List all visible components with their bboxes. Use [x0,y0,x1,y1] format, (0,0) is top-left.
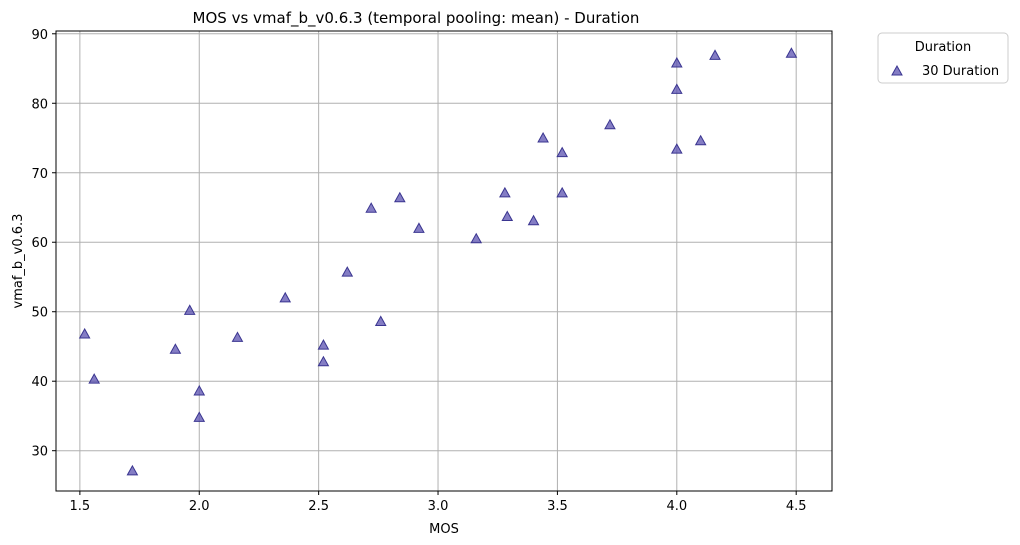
legend-entry-label: 30 Duration [922,64,999,79]
x-tick-label: 3.0 [428,499,449,514]
legend-frame [877,32,1009,84]
data-point [527,214,540,226]
data-point [78,327,91,339]
data-point [670,83,683,94]
x-tick-label: 2.5 [308,499,329,514]
data-point [556,186,569,198]
data-point [374,315,387,326]
data-point [670,56,683,68]
legend-marker-triangle [891,64,903,76]
data-point [413,222,425,233]
legend: Duration 30 Duration [877,32,1009,84]
grid-lines [56,31,832,491]
data-point [499,186,511,198]
data-point [126,464,139,476]
data-point [709,49,721,60]
y-axis-label: vmaf_b_v0.6.3 [11,214,26,309]
x-tick-label: 3.5 [547,499,568,514]
data-point [183,304,196,315]
y-tick-label: 50 [31,306,48,321]
data-point [694,134,707,146]
data-point [341,266,354,277]
data-point [501,210,514,222]
data-points [78,47,798,476]
x-tick-label: 4.5 [786,499,807,514]
y-tick-label: 40 [31,375,48,390]
y-tick-label: 70 [31,167,48,182]
data-point [88,373,101,384]
x-tick-label: 4.0 [666,499,687,514]
plot-frame [55,30,833,492]
data-point [279,291,292,303]
data-point [231,331,244,342]
y-tick-label: 60 [31,236,48,251]
y-axis-ticks: 30 40 50 60 70 80 90 [31,28,56,460]
data-point [670,143,683,154]
data-point [556,146,569,158]
data-point [317,339,330,350]
data-point [470,232,483,244]
data-point [169,343,182,354]
x-axis-label: MOS [429,522,459,537]
chart-title: MOS vs vmaf_b_v0.6.3 (temporal pooling: … [193,9,640,28]
x-axis-ticks: 1.5 2.0 2.5 3.0 3.5 4.0 4.5 [70,491,807,514]
data-point [604,118,616,130]
x-tick-label: 2.0 [189,499,210,514]
y-tick-label: 30 [31,445,48,460]
data-point [393,191,406,203]
data-point [193,384,206,396]
y-tick-label: 90 [31,28,48,43]
x-tick-label: 1.5 [70,499,91,514]
data-point [537,131,549,143]
data-point [317,355,330,367]
legend-title: Duration [915,40,971,55]
data-point [193,411,206,422]
data-point [785,47,798,58]
y-tick-label: 80 [31,97,48,112]
data-point [365,202,378,213]
